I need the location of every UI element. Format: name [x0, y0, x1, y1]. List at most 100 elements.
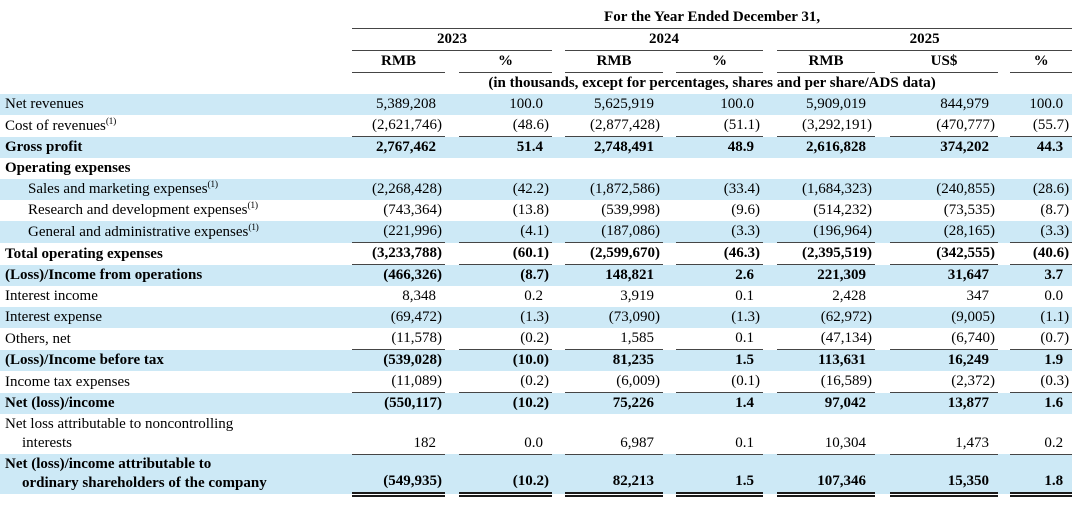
value-cell: 148,821	[565, 264, 663, 286]
table-row: Interest income 8,348 0.2 3,919 0.1 2,428 347 0…	[0, 286, 1072, 307]
value-cell: (466,326)	[352, 264, 445, 286]
header-spacer	[0, 5, 352, 28]
table-row: Cost of revenues(1) (2,621,746) (48.6) (2,8…	[0, 115, 1073, 137]
financial-statement-table: For the Year Ended December 31, 2023 202…	[0, 5, 1080, 497]
value-cell: (3,233,788)	[352, 242, 445, 265]
value-cell: (0.2)	[459, 371, 552, 393]
value-cell: (10.2)	[459, 392, 552, 414]
value-cell: 2.6	[676, 264, 763, 286]
value-cell: 15,350	[890, 454, 998, 497]
year-header-2024: 2024	[565, 28, 763, 51]
value-cell: (342,555)	[890, 242, 998, 265]
column-gap	[875, 307, 890, 328]
header-spacer	[0, 28, 352, 50]
column-gap	[663, 328, 676, 350]
row-label: Net revenues	[0, 94, 352, 115]
table-row: (Loss)/Income before tax (539,028) (10.0) 8…	[0, 349, 1073, 371]
value-cell: 107,346	[777, 454, 875, 497]
value-cell: 1,473	[890, 414, 998, 455]
row-label: Net (loss)/income	[0, 392, 352, 414]
column-gap	[875, 221, 890, 243]
column-gap	[663, 221, 676, 243]
row-label-line2: ordinary shareholders of the company	[22, 475, 267, 491]
value-cell	[890, 158, 998, 179]
row-label: Interest income	[5, 288, 98, 304]
column-gap	[875, 414, 890, 454]
year-header-2023: 2023	[352, 28, 552, 51]
value-cell: (470,777)	[890, 115, 998, 137]
value-cell: (3.3)	[676, 221, 763, 243]
value-cell: (11,578)	[352, 328, 445, 350]
table-row: Net (loss)/income attributable to ordinar…	[0, 454, 1073, 497]
value-cell: (9.6)	[731, 202, 760, 218]
value-cell: (514,232)	[813, 202, 872, 218]
value-cell: (51.1)	[676, 115, 763, 137]
row-label: Gross profit	[0, 136, 352, 158]
table-row: Total operating expenses (3,233,788) (60.1…	[0, 242, 1073, 265]
value-cell: 44.3	[1010, 136, 1073, 158]
income-statement: For the Year Ended December 31, 2023 202…	[0, 5, 1073, 497]
column-gap	[763, 243, 777, 265]
column-gap	[763, 307, 777, 328]
table-row: Net (loss)/income (550,117) (10.2) 75,226 1.…	[0, 392, 1073, 414]
value-cell: 82,213	[565, 454, 663, 497]
value-cell: (8.7)	[459, 264, 552, 286]
value-cell: (33.4)	[676, 179, 763, 200]
column-gap	[552, 136, 565, 158]
column-gap	[445, 328, 459, 350]
value-cell: 347	[966, 288, 990, 304]
value-cell: 1.9	[1010, 349, 1073, 371]
column-gap	[445, 158, 459, 179]
column-gap	[875, 158, 890, 179]
column-gap	[875, 200, 890, 221]
row-label: Interest expense	[0, 307, 352, 328]
column-gap	[445, 286, 459, 307]
value-cell: 1.5	[676, 454, 763, 497]
column-gap	[663, 200, 676, 221]
value-cell: (3.3)	[1010, 221, 1073, 243]
column-gap	[663, 286, 676, 307]
value-cell: (2,395,519)	[777, 242, 875, 265]
column-gap	[663, 307, 676, 328]
value-cell: (4.1)	[459, 221, 552, 243]
value-cell: 16,249	[890, 349, 998, 371]
row-label: Others, net	[5, 330, 71, 347]
column-gap	[445, 414, 459, 454]
value-cell: (60.1)	[459, 242, 552, 265]
value-cell: (539,998)	[601, 202, 660, 218]
column-gap	[445, 392, 459, 414]
value-cell: 1,585	[565, 328, 663, 350]
unit-header-pct-2024: %	[676, 50, 763, 73]
column-gap	[763, 328, 777, 350]
row-label: (Loss)/Income before tax	[0, 349, 352, 371]
column-gap	[552, 28, 565, 50]
column-gap	[875, 50, 890, 72]
value-cell: 1.5	[676, 349, 763, 371]
column-gap	[445, 454, 459, 494]
row-label: Income tax expenses	[5, 373, 130, 390]
column-gap	[552, 115, 565, 137]
value-cell: 100.0	[459, 94, 552, 115]
header-spacer	[0, 50, 352, 72]
column-gap	[763, 264, 777, 286]
column-gap	[552, 94, 565, 115]
value-cell: 51.4	[459, 136, 552, 158]
footnote-marker: (1)	[105, 116, 116, 127]
value-cell: (0.7)	[1010, 328, 1073, 350]
row-label: Operating expenses	[5, 160, 131, 176]
value-cell: (2,599,670)	[565, 242, 663, 265]
column-gap	[875, 392, 890, 414]
value-cell: 5,389,208	[352, 94, 445, 115]
value-cell: (539,028)	[352, 349, 445, 371]
column-gap	[763, 158, 777, 179]
value-cell: (8.7)	[1040, 202, 1070, 218]
table-row: Operating expenses	[0, 158, 1072, 179]
column-gap	[445, 371, 459, 393]
column-gap	[875, 349, 890, 371]
table-row: Net loss attributable to noncontrolling i…	[0, 414, 1073, 455]
row-label: Cost of revenues(1)	[5, 116, 116, 134]
column-gap	[552, 371, 565, 393]
column-gap	[763, 115, 777, 137]
value-cell: 75,226	[565, 392, 663, 414]
value-cell: (13.8)	[512, 202, 549, 218]
